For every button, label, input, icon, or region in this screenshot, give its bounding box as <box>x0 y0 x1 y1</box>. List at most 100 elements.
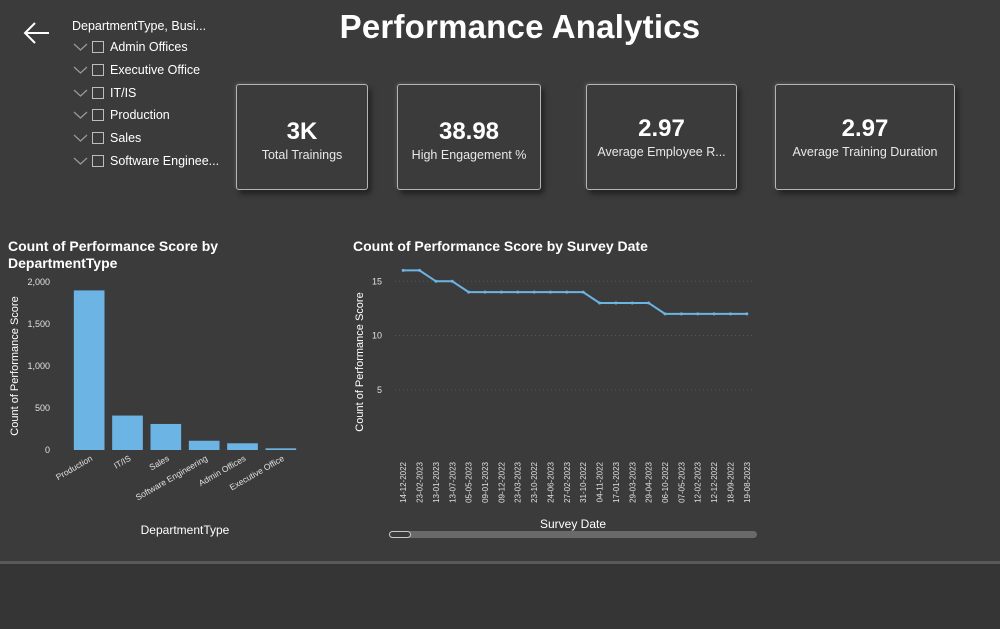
x-tick-label: 23-03-2023 <box>514 461 523 502</box>
data-point[interactable] <box>532 290 536 294</box>
kpi-card-average-training-duration: 2.97 Average Training Duration <box>775 84 955 190</box>
checkbox-icon[interactable] <box>92 109 104 122</box>
x-tick-label: 31-10-2022 <box>579 461 588 502</box>
x-tick-label: 09-01-2023 <box>481 461 490 502</box>
kpi-value: 2.97 <box>841 115 889 142</box>
data-point[interactable] <box>728 312 732 316</box>
bar[interactable] <box>150 423 182 450</box>
checkbox-icon[interactable] <box>92 132 104 145</box>
y-tick-label: 10 <box>372 331 382 341</box>
data-point[interactable] <box>418 268 422 272</box>
bar[interactable] <box>227 443 258 450</box>
slicer-item-label: Executive Office <box>110 63 201 78</box>
slicer-item[interactable]: Sales <box>72 127 232 150</box>
x-tick-label: 23-10-2022 <box>530 461 539 502</box>
kpi-label: High Engagement % <box>411 148 527 162</box>
x-tick-label: 14-12-2022 <box>399 461 408 502</box>
kpi-card-high-engagement: 38.98 High Engagement % <box>397 84 541 190</box>
data-point[interactable] <box>614 301 618 305</box>
y-axis-label: Count of Performance Score <box>9 296 21 435</box>
page-title: Performance Analytics <box>339 8 701 45</box>
y-tick-label: 5 <box>377 385 382 395</box>
chevron-down-icon[interactable] <box>72 87 89 99</box>
data-point[interactable] <box>630 301 634 305</box>
footer-band <box>0 561 1000 629</box>
x-tick-label: 04-11-2022 <box>596 461 605 502</box>
data-point[interactable] <box>516 290 520 294</box>
x-tick-label: Sales <box>147 453 170 472</box>
checkbox-icon[interactable] <box>92 41 104 54</box>
slicer-item[interactable]: IT/IS <box>72 81 232 104</box>
data-point[interactable] <box>565 290 569 294</box>
back-arrow-icon <box>23 22 49 44</box>
y-tick-label: 15 <box>372 276 382 286</box>
slicer-item-label: Production <box>110 108 170 123</box>
kpi-label: Total Trainings <box>261 148 343 162</box>
x-tick-label: 17-01-2023 <box>612 461 621 502</box>
data-point[interactable] <box>483 290 487 294</box>
line-chart-scrollbar[interactable] <box>389 531 757 538</box>
data-point[interactable] <box>663 312 667 316</box>
x-axis-label: Survey Date <box>540 517 606 531</box>
chevron-down-icon[interactable] <box>72 132 89 144</box>
x-tick-label: 13-07-2023 <box>448 461 457 502</box>
bar[interactable] <box>73 290 105 450</box>
chevron-down-icon[interactable] <box>72 64 89 76</box>
x-tick-label: 12-02-2023 <box>694 461 703 502</box>
data-point[interactable] <box>581 290 585 294</box>
data-point[interactable] <box>467 290 471 294</box>
slicer-item[interactable]: Admin Offices <box>72 36 232 59</box>
kpi-value: 3K <box>286 118 318 145</box>
data-point[interactable] <box>712 312 716 316</box>
slicer-item-label: IT/IS <box>110 85 137 100</box>
slicer-item[interactable]: Executive Office <box>72 59 232 82</box>
data-point[interactable] <box>679 312 683 316</box>
y-tick-label: 0 <box>45 445 50 455</box>
slicer-item[interactable]: Production <box>72 104 232 127</box>
bar[interactable] <box>112 415 143 450</box>
x-tick-label: 07-05-2023 <box>677 461 686 502</box>
kpi-value: 2.97 <box>638 115 685 142</box>
bar-chart-title: Count of Performance Score by Department… <box>8 238 219 271</box>
data-point[interactable] <box>745 312 749 316</box>
data-point[interactable] <box>401 268 405 272</box>
slicer-item[interactable]: Software Enginee... <box>72 149 232 172</box>
chevron-down-icon[interactable] <box>72 155 89 167</box>
chevron-down-icon[interactable] <box>72 109 89 121</box>
kpi-label: Average Employee R... <box>597 145 726 159</box>
bar[interactable] <box>265 448 297 450</box>
line-series[interactable] <box>403 269 747 315</box>
scrollbar-thumb[interactable] <box>389 531 411 538</box>
y-tick-label: 500 <box>35 403 50 413</box>
chevron-down-icon[interactable] <box>72 41 89 53</box>
bar[interactable] <box>188 440 220 450</box>
checkbox-icon[interactable] <box>92 64 104 77</box>
x-tick-label: 12-12-2022 <box>710 461 719 502</box>
y-tick-label: 1,500 <box>27 319 50 329</box>
x-tick-label: 18-09-2022 <box>726 461 735 502</box>
data-point[interactable] <box>696 312 700 316</box>
slicer-item-label: Sales <box>110 131 142 146</box>
y-axis-label: Count of Performance Score <box>354 292 366 431</box>
x-tick-label: IT/IS <box>112 453 133 471</box>
data-point[interactable] <box>499 290 503 294</box>
kpi-label: Average Training Duration <box>792 145 938 159</box>
back-button[interactable] <box>20 18 54 48</box>
line-chart-title: Count of Performance Score by Survey Dat… <box>353 238 648 254</box>
data-point[interactable] <box>434 279 438 283</box>
data-point[interactable] <box>548 290 552 294</box>
x-tick-label: 29-04-2023 <box>645 461 654 502</box>
data-point[interactable] <box>450 279 454 283</box>
data-point[interactable] <box>647 301 651 305</box>
checkbox-icon[interactable] <box>92 86 104 99</box>
line-chart: 5 10 15 14-12-2022 23-02-2023 13-01-2023 13-07… <box>354 268 755 531</box>
x-tick-label: Production <box>54 453 94 482</box>
x-tick-label: 19-08-2023 <box>743 461 752 502</box>
checkbox-icon[interactable] <box>92 154 104 167</box>
data-point[interactable] <box>598 301 602 305</box>
x-tick-label: 29-03-2023 <box>628 461 637 502</box>
y-tick-label: 1,000 <box>27 361 50 371</box>
x-tick-label: 06-10-2022 <box>661 461 670 502</box>
y-tick-label: 2,000 <box>27 277 50 287</box>
